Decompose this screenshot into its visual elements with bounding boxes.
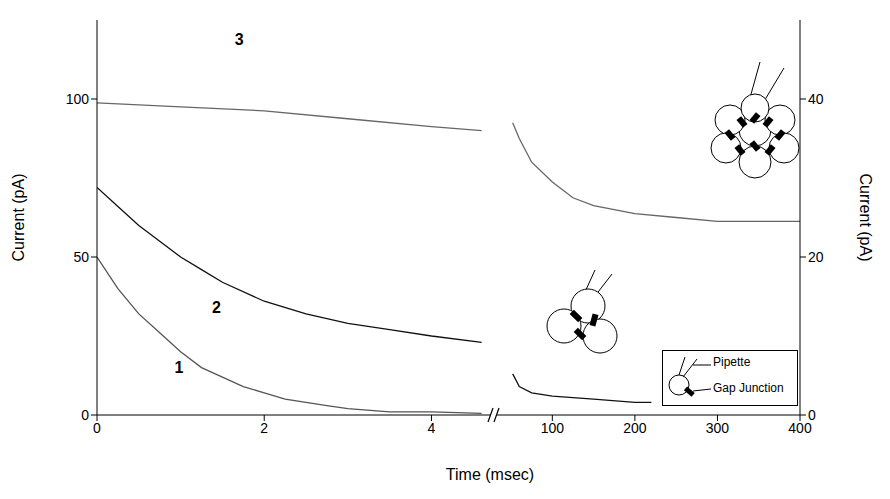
svg-text:100: 100: [541, 420, 565, 436]
svg-text:200: 200: [623, 420, 647, 436]
html-text:Time (msec): Time (msec): [445, 466, 535, 483]
svg-text:4: 4: [428, 420, 436, 436]
svg-text:20: 20: [808, 249, 824, 265]
svg-text:2: 2: [212, 299, 221, 316]
svg-text:1: 1: [174, 359, 183, 376]
svg-text:3: 3: [235, 31, 244, 48]
svg-text:50: 50: [73, 249, 89, 265]
svg-text:0: 0: [808, 407, 816, 423]
svg-text:400: 400: [788, 419, 812, 436]
svg-text:0: 0: [93, 420, 101, 436]
svg-text:100: 100: [66, 91, 90, 107]
svg-text:2: 2: [260, 420, 268, 436]
svg-text:300: 300: [706, 420, 730, 436]
svg-text:0: 0: [81, 407, 89, 423]
svg-text:Current (pA): Current (pA): [10, 173, 27, 261]
html-text:Pipette: Pipette: [713, 355, 751, 369]
html-text:Gap Junction: Gap Junction: [713, 381, 784, 395]
svg-text:Current (pA): Current (pA): [857, 173, 874, 261]
svg-text:40: 40: [808, 91, 824, 107]
